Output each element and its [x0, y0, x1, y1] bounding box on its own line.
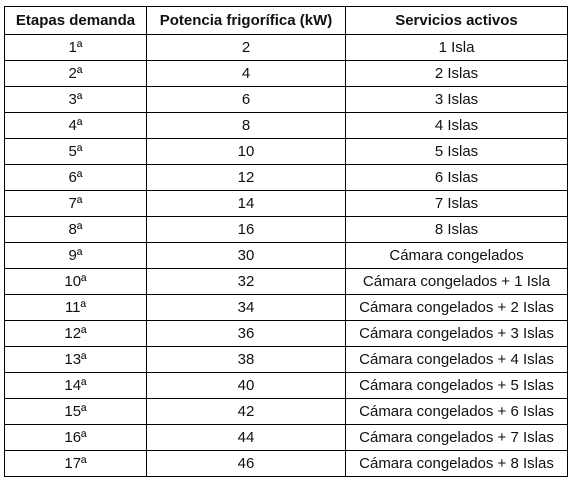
- cell-etapa: 12ª: [4, 320, 147, 347]
- table-row: 12ª 36 Cámara congelados + 3 Islas: [4, 320, 568, 347]
- table-row: 4ª 8 4 Islas: [4, 112, 568, 139]
- cell-potencia: 8: [146, 112, 346, 139]
- cell-etapa: 7ª: [4, 190, 147, 217]
- table-row: 5ª 10 5 Islas: [4, 138, 568, 165]
- table-row: 7ª 14 7 Islas: [4, 190, 568, 217]
- table-body: 1ª 2 1 Isla 2ª 4 2 Islas 3ª 6 3 Islas 4ª 8 4 Islas 5…: [4, 34, 568, 477]
- table-row: 2ª 4 2 Islas: [4, 60, 568, 87]
- table-row: 10ª 32 Cámara congelados + 1 Isla: [4, 268, 568, 295]
- cell-potencia: 42: [146, 398, 346, 425]
- cell-servicios: 7 Islas: [345, 190, 568, 217]
- cell-servicios: 5 Islas: [345, 138, 568, 165]
- cell-etapa: 5ª: [4, 138, 147, 165]
- cell-potencia: 40: [146, 372, 346, 399]
- cell-etapa: 9ª: [4, 242, 147, 269]
- cell-servicios: 3 Islas: [345, 86, 568, 113]
- cell-potencia: 2: [146, 34, 346, 61]
- table-row: 16ª 44 Cámara congelados + 7 Islas: [4, 424, 568, 451]
- table-row: 8ª 16 8 Islas: [4, 216, 568, 243]
- cell-servicios: Cámara congelados + 2 Islas: [345, 294, 568, 321]
- table-row: 9ª 30 Cámara congelados: [4, 242, 568, 269]
- table-row: 15ª 42 Cámara congelados + 6 Islas: [4, 398, 568, 425]
- cell-servicios: 4 Islas: [345, 112, 568, 139]
- cell-potencia: 16: [146, 216, 346, 243]
- table-container: Etapas demanda Potencia frigorífica (kW)…: [4, 6, 568, 477]
- cell-potencia: 38: [146, 346, 346, 373]
- table-row: 11ª 34 Cámara congelados + 2 Islas: [4, 294, 568, 321]
- cell-etapa: 3ª: [4, 86, 147, 113]
- cell-potencia: 46: [146, 450, 346, 477]
- cell-servicios: Cámara congelados + 6 Islas: [345, 398, 568, 425]
- cell-potencia: 4: [146, 60, 346, 87]
- cell-etapa: 17ª: [4, 450, 147, 477]
- table-header-row: Etapas demanda Potencia frigorífica (kW)…: [4, 6, 568, 35]
- cell-servicios: Cámara congelados: [345, 242, 568, 269]
- cell-etapa: 15ª: [4, 398, 147, 425]
- table-row: 3ª 6 3 Islas: [4, 86, 568, 113]
- header-potencia: Potencia frigorífica (kW): [146, 6, 346, 35]
- table-row: 17ª 46 Cámara congelados + 8 Islas: [4, 450, 568, 477]
- cell-servicios: Cámara congelados + 3 Islas: [345, 320, 568, 347]
- cell-potencia: 34: [146, 294, 346, 321]
- cell-servicios: 6 Islas: [345, 164, 568, 191]
- cell-servicios: Cámara congelados + 7 Islas: [345, 424, 568, 451]
- cell-potencia: 12: [146, 164, 346, 191]
- cell-potencia: 10: [146, 138, 346, 165]
- cell-etapa: 4ª: [4, 112, 147, 139]
- cell-etapa: 1ª: [4, 34, 147, 61]
- cell-servicios: Cámara congelados + 5 Islas: [345, 372, 568, 399]
- cell-etapa: 10ª: [4, 268, 147, 295]
- cell-etapa: 8ª: [4, 216, 147, 243]
- header-servicios: Servicios activos: [345, 6, 568, 35]
- header-etapas: Etapas demanda: [4, 6, 147, 35]
- cell-servicios: Cámara congelados + 8 Islas: [345, 450, 568, 477]
- table-row: 13ª 38 Cámara congelados + 4 Islas: [4, 346, 568, 373]
- table-row: 6ª 12 6 Islas: [4, 164, 568, 191]
- cell-potencia: 30: [146, 242, 346, 269]
- demand-stages-table: Etapas demanda Potencia frigorífica (kW)…: [4, 6, 568, 477]
- cell-servicios: Cámara congelados + 1 Isla: [345, 268, 568, 295]
- cell-potencia: 44: [146, 424, 346, 451]
- cell-etapa: 16ª: [4, 424, 147, 451]
- cell-potencia: 36: [146, 320, 346, 347]
- cell-etapa: 2ª: [4, 60, 147, 87]
- cell-etapa: 13ª: [4, 346, 147, 373]
- cell-potencia: 32: [146, 268, 346, 295]
- cell-servicios: 1 Isla: [345, 34, 568, 61]
- cell-potencia: 6: [146, 86, 346, 113]
- cell-etapa: 11ª: [4, 294, 147, 321]
- cell-etapa: 6ª: [4, 164, 147, 191]
- cell-potencia: 14: [146, 190, 346, 217]
- table-row: 14ª 40 Cámara congelados + 5 Islas: [4, 372, 568, 399]
- table-row: 1ª 2 1 Isla: [4, 34, 568, 61]
- cell-servicios: 2 Islas: [345, 60, 568, 87]
- cell-etapa: 14ª: [4, 372, 147, 399]
- cell-servicios: 8 Islas: [345, 216, 568, 243]
- cell-servicios: Cámara congelados + 4 Islas: [345, 346, 568, 373]
